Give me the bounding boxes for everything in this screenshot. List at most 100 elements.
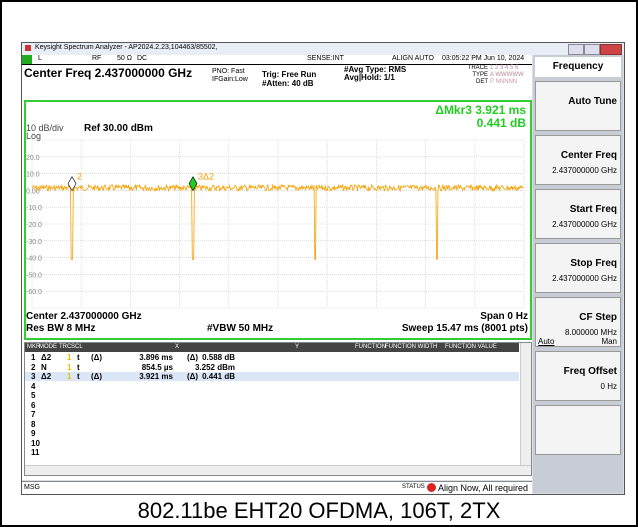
status-text: Align Now, All required bbox=[438, 483, 529, 493]
window-title: Keysight Spectrum Analyzer - AP2024.2.23… bbox=[35, 44, 218, 51]
sweep: Sweep 15.47 ms (8001 pts) bbox=[402, 323, 528, 334]
softkey[interactable]: Start Freq 2.437000000 GHz bbox=[535, 189, 621, 239]
softkey[interactable]: Freq Offset 0 Hz bbox=[535, 351, 621, 401]
trace-value: 1 2 3 4 5 6 bbox=[490, 65, 519, 71]
softkey-value: 2.437000000 GHz bbox=[552, 220, 617, 229]
center: Center 2.437000000 GHz bbox=[26, 311, 142, 322]
table-cell: 8 bbox=[31, 419, 36, 429]
table-cell: t bbox=[77, 362, 80, 372]
coupling: DC bbox=[137, 55, 148, 62]
avg-hold: Avg|Hold: 1/1 bbox=[344, 73, 395, 82]
softkey-label: Auto Tune bbox=[568, 96, 617, 107]
ref-level: Ref 30.00 dBm bbox=[84, 123, 153, 134]
column-header: Y bbox=[295, 344, 300, 350]
trigger: Trig: Free Run bbox=[262, 70, 317, 79]
main-area: L RF 50 Ω DC SENSE:INT ALIGN AUTO 03:05:… bbox=[22, 55, 532, 480]
align: ALIGN AUTO bbox=[392, 55, 434, 62]
table-cell: Δ2 bbox=[41, 353, 52, 362]
caption: 802.11be EHT20 OFDMA, 106T, 2TX bbox=[137, 498, 501, 523]
table-cell: 1 bbox=[31, 353, 36, 362]
softkey-value: 2.437000000 GHz bbox=[552, 166, 617, 175]
table-cell: 3.896 ms bbox=[139, 353, 173, 362]
vertical-scrollbar[interactable] bbox=[520, 343, 531, 465]
table-cell: 3.921 ms bbox=[139, 372, 173, 381]
title-bar: Keysight Spectrum Analyzer - AP2024.2.23… bbox=[22, 43, 624, 55]
msg: MSG bbox=[24, 484, 40, 491]
softkey-option: Man bbox=[601, 337, 617, 346]
softkey-value: 2.437000000 GHz bbox=[552, 274, 617, 283]
type-value: A WWWWW bbox=[490, 72, 524, 78]
table-cell: 0.588 dB bbox=[202, 353, 235, 362]
softkey[interactable] bbox=[535, 405, 621, 455]
softkey[interactable]: CF Step 8.000000 MHz Auto Man bbox=[535, 297, 621, 347]
column-header: FUNCTION VALUE bbox=[445, 344, 497, 350]
table-header bbox=[25, 343, 519, 352]
table-cell: 1 bbox=[67, 362, 72, 372]
table-cell: 854.5 µs bbox=[141, 362, 173, 372]
y-label: -10.0 bbox=[26, 205, 42, 212]
atten: #Atten: 40 dB bbox=[262, 79, 314, 88]
softkey-value: 8.000000 MHz bbox=[564, 328, 617, 337]
minimize-button[interactable] bbox=[568, 44, 584, 55]
softkey-panel: Frequency Auto Tune Center Freq 2.43700000… bbox=[533, 55, 623, 493]
y-label: -20.0 bbox=[26, 222, 42, 229]
softkey[interactable]: Center Freq 2.437000000 GHz bbox=[535, 135, 621, 185]
scale: 10 dB/div bbox=[26, 123, 64, 133]
column-header: SCL bbox=[71, 344, 83, 350]
table-cell: 1 bbox=[67, 372, 72, 381]
log: Log bbox=[26, 131, 41, 141]
table-cell: (Δ) bbox=[91, 353, 103, 362]
datetime: 03:05:22 PM Jun 10, 2024 bbox=[442, 55, 525, 62]
close-button[interactable] bbox=[600, 44, 622, 55]
marker-label: 3Δ2 bbox=[198, 172, 214, 182]
table-cell: t bbox=[77, 372, 80, 381]
column-header: TRC bbox=[59, 344, 72, 350]
softkey-label: Center Freq bbox=[560, 150, 617, 161]
column-header: FUNCTION bbox=[355, 344, 386, 350]
marker-table: MKR MODE TRC SCL X Y FUNCTION FUNCTION WIDTH FUN… bbox=[24, 342, 532, 476]
table-cell: (Δ) bbox=[187, 353, 199, 362]
table-cell: (Δ) bbox=[187, 372, 199, 381]
horizontal-scrollbar[interactable] bbox=[25, 465, 531, 475]
table-cell: 4 bbox=[31, 381, 36, 391]
app-icon bbox=[25, 45, 31, 51]
softkey-label: Start Freq bbox=[569, 204, 617, 215]
maximize-button[interactable] bbox=[584, 44, 600, 55]
softkey[interactable]: Stop Freq 2.437000000 GHz bbox=[535, 243, 621, 293]
table-cell: t bbox=[77, 353, 80, 362]
y-label: -40.0 bbox=[26, 256, 42, 263]
table-cell: 3 bbox=[31, 372, 36, 381]
y-label: -30.0 bbox=[26, 239, 42, 246]
marker bbox=[67, 176, 77, 192]
softkey-option: Auto bbox=[538, 337, 555, 346]
table-cell: Δ2 bbox=[41, 372, 52, 381]
table-cell: 1 bbox=[67, 353, 72, 362]
marker-readout: 0.441 dB bbox=[477, 116, 527, 130]
span: Span 0 Hz bbox=[480, 311, 528, 322]
table-cell: 9 bbox=[31, 429, 36, 438]
table-cell: 3.252 dBm bbox=[194, 362, 235, 372]
softkey[interactable]: Auto Tune bbox=[535, 81, 621, 131]
y-label: 0.00 bbox=[26, 188, 40, 195]
y-label: -60.0 bbox=[26, 289, 42, 296]
sense: SENSE:INT bbox=[307, 55, 344, 62]
det-label: DET bbox=[476, 79, 488, 85]
table-cell: (Δ) bbox=[91, 372, 103, 381]
marker-label: 2 bbox=[77, 172, 82, 182]
window: Keysight Spectrum Analyzer - AP2024.2.23… bbox=[21, 42, 625, 495]
error-icon bbox=[427, 483, 436, 492]
det-value: P NNNNN bbox=[490, 79, 518, 85]
rbw: Res BW 8 MHz bbox=[26, 323, 95, 334]
status-row: L RF 50 Ω DC SENSE:INT ALIGN AUTO 03:05:… bbox=[22, 55, 532, 65]
center-freq: Center Freq 2.437000000 GHz bbox=[24, 66, 193, 80]
input: L bbox=[38, 55, 42, 62]
column-header: MODE bbox=[39, 344, 57, 350]
marker bbox=[188, 176, 198, 192]
table-cell: 0.441 dB bbox=[202, 372, 235, 381]
column-header: X bbox=[175, 344, 180, 350]
y-label: 20.0 bbox=[26, 155, 40, 162]
trace bbox=[31, 183, 524, 260]
table-cell: 6 bbox=[31, 400, 36, 410]
plot: ΔMkr3 3.921 ms 0.441 dB 10 dB/div Log Re… bbox=[24, 100, 532, 340]
